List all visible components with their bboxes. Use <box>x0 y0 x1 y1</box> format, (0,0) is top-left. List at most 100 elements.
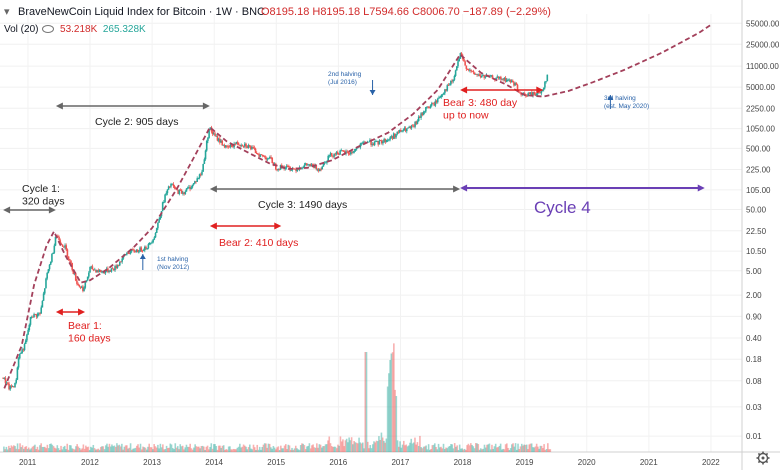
volume-bar <box>153 444 155 452</box>
volume-bar <box>222 445 225 452</box>
volume-bar <box>358 437 360 452</box>
candle-body <box>477 74 480 76</box>
volume-bar <box>328 436 331 452</box>
volume-bar <box>548 449 550 452</box>
volume-bar <box>44 446 46 452</box>
volume-bars <box>3 343 552 452</box>
volume-bar <box>325 444 328 452</box>
volume-bar <box>133 448 136 452</box>
candle-body <box>247 145 250 148</box>
volume-bar <box>184 447 187 452</box>
candle-body <box>514 83 516 86</box>
candle-body <box>67 256 70 260</box>
candle-body <box>415 121 418 124</box>
volume-bar <box>149 447 152 452</box>
candle-body <box>465 65 468 69</box>
y-tick-label: 2250.00 <box>746 104 775 113</box>
volume-bar <box>311 445 313 452</box>
volume-bar <box>3 446 5 452</box>
candle-body <box>290 170 293 171</box>
candle-body <box>90 266 93 268</box>
cycle1-arrow <box>3 206 56 214</box>
candle-body <box>397 131 400 133</box>
candle-body <box>413 125 415 127</box>
volume-bar <box>481 449 483 452</box>
volume-bar <box>457 449 460 452</box>
candle-body <box>295 168 297 172</box>
volume-bar <box>73 449 76 452</box>
volume-bar <box>77 446 80 452</box>
candle-body <box>277 168 279 171</box>
volume-bar <box>170 444 173 452</box>
volume-bar <box>11 446 14 452</box>
volume-bar <box>35 449 37 452</box>
candle-body <box>359 143 362 148</box>
volume-bar <box>330 446 333 452</box>
candle-body <box>226 145 228 147</box>
candle-body <box>221 140 224 146</box>
candle-body <box>128 253 131 255</box>
chart-title: BraveNewCoin Liquid Index for Bitcoin · … <box>18 6 265 18</box>
volume-bar <box>5 446 8 452</box>
volume-bar <box>317 447 319 452</box>
volume-bar <box>337 444 339 452</box>
volume-bar <box>58 449 61 452</box>
volume-bar <box>66 443 69 452</box>
candle-body <box>390 136 393 138</box>
volume-bar <box>375 440 378 452</box>
volume-bar <box>470 443 472 452</box>
candle-body <box>441 94 444 96</box>
volume-bar <box>468 445 471 452</box>
volume-bar <box>365 352 368 452</box>
volume-bar <box>386 386 389 452</box>
candle-body <box>214 133 216 137</box>
candle-body <box>42 293 45 301</box>
candle-body <box>419 116 421 118</box>
volume-bar <box>393 343 395 452</box>
candle-body <box>179 189 182 191</box>
volume-bar <box>50 443 52 452</box>
toggle-icon[interactable]: ▾ <box>4 6 10 18</box>
volume-bar <box>327 440 329 452</box>
volume-bar <box>361 442 364 452</box>
candle-body <box>61 244 64 247</box>
volume-bar <box>376 441 379 452</box>
gear-icon[interactable] <box>756 451 770 465</box>
gear-tooth <box>757 460 761 464</box>
volume-bar <box>210 443 213 452</box>
candle-body <box>251 147 253 150</box>
candle-body <box>454 70 457 76</box>
volume-bar <box>452 448 455 452</box>
candle-body <box>407 127 409 129</box>
y-tick-label: 10.50 <box>746 247 767 256</box>
volume-bar <box>363 448 365 452</box>
volume-bar <box>8 445 10 452</box>
candle-body <box>453 75 456 80</box>
volume-bar <box>369 445 372 452</box>
candle-body <box>207 137 209 141</box>
candle-body <box>305 163 308 166</box>
candle-body <box>348 153 351 155</box>
volume-bar <box>148 443 150 452</box>
candle-body <box>120 261 122 263</box>
candle-body <box>330 153 333 156</box>
candle-body <box>497 76 500 79</box>
candle-body <box>401 130 403 132</box>
eye-icon[interactable] <box>42 25 55 34</box>
candle-body <box>35 314 38 317</box>
volume-bar <box>201 445 204 452</box>
volume-bar <box>458 444 461 452</box>
candle-body <box>145 246 147 249</box>
volume-value-2: 265.328K <box>102 24 146 35</box>
candle-body <box>229 144 232 147</box>
candle-body <box>93 269 96 271</box>
volume-bar <box>41 446 44 452</box>
volume-bar <box>54 447 56 452</box>
volume-bar <box>14 446 16 452</box>
volume-bar <box>40 443 42 452</box>
candle-body <box>54 236 57 246</box>
volume-bar <box>263 443 266 452</box>
candle-body <box>52 252 54 255</box>
candle-body <box>384 138 387 143</box>
arrow-head-right <box>78 308 86 316</box>
